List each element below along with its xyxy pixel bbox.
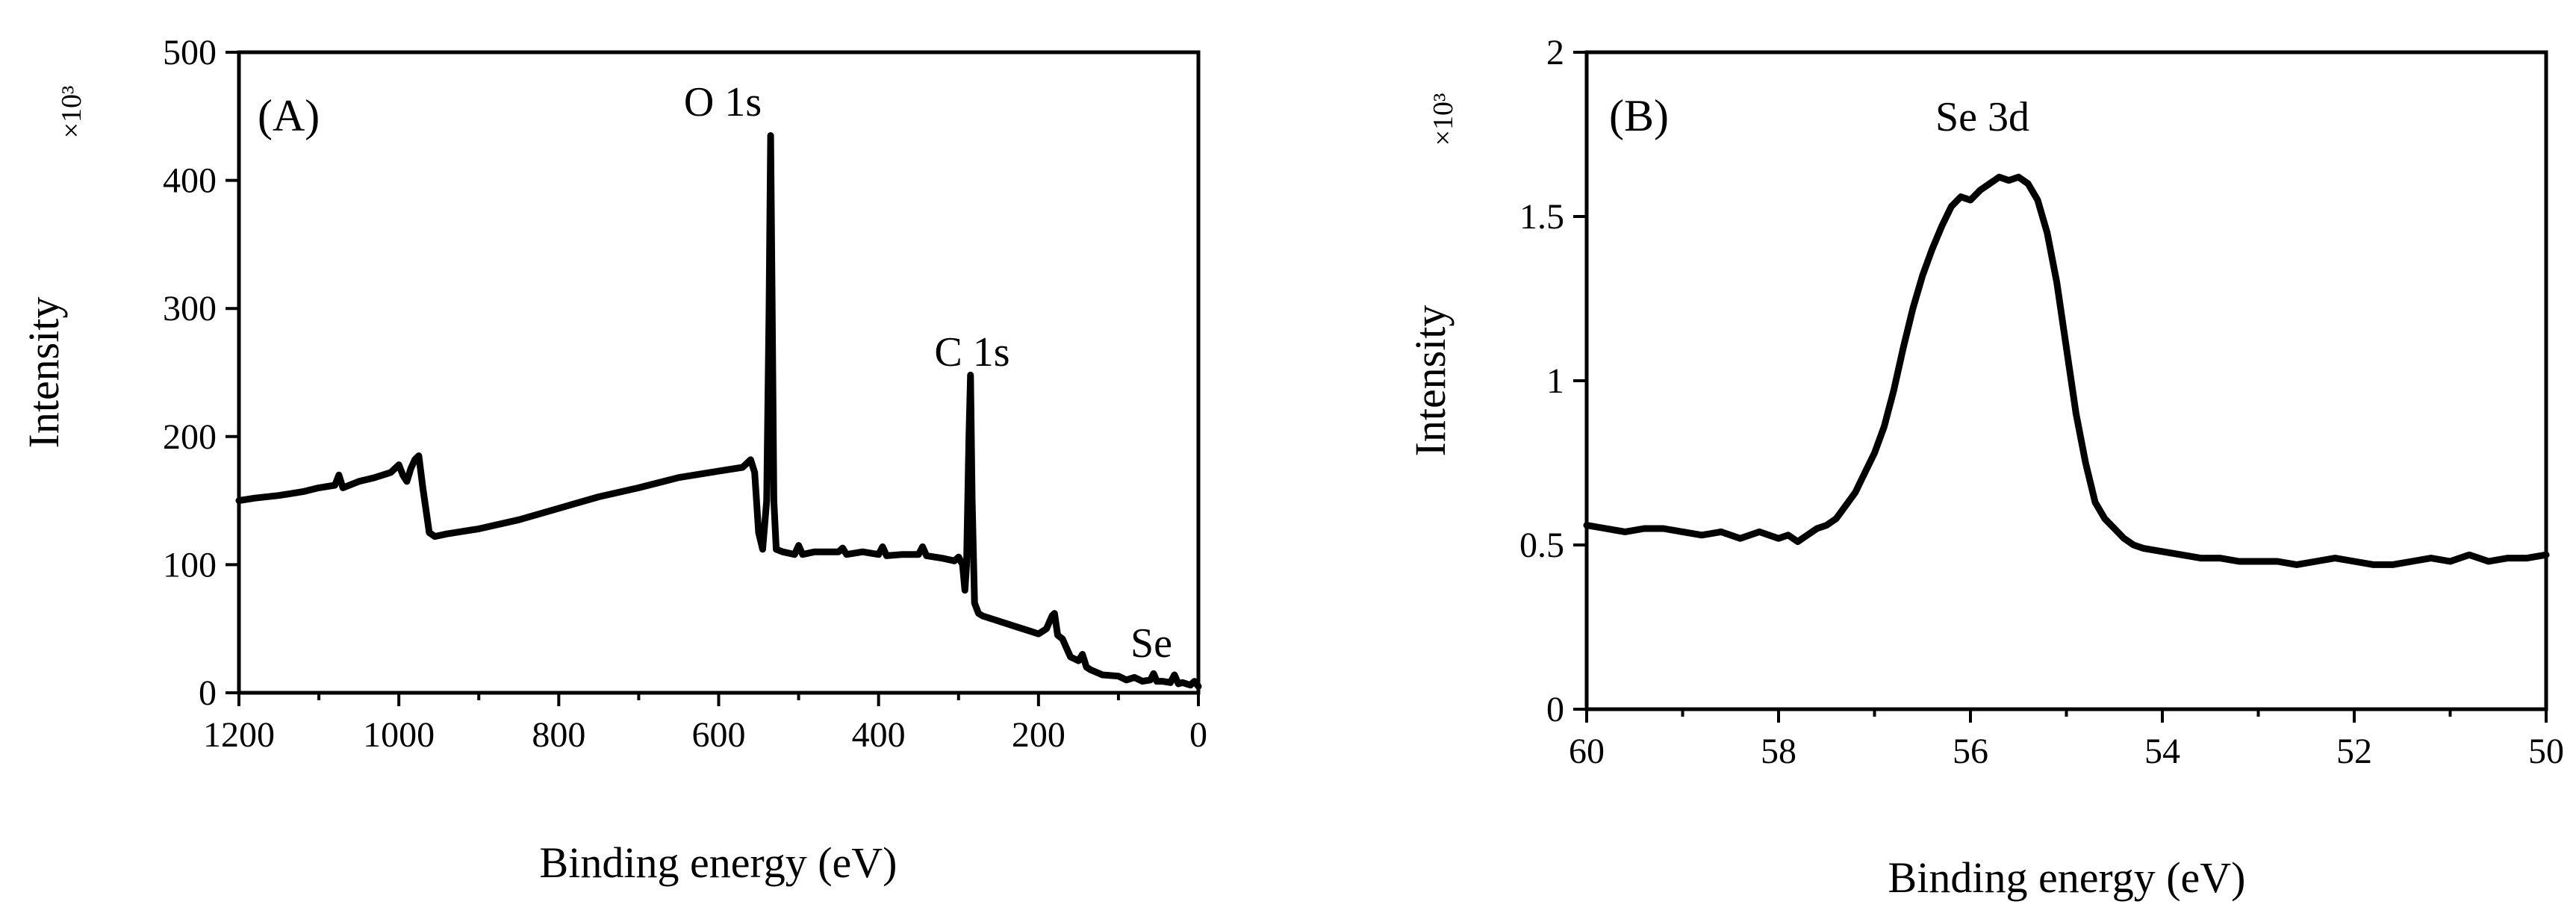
o1s-peak-label: O 1s — [684, 79, 762, 125]
panel-b-y-tick-label: 0 — [1546, 690, 1564, 729]
panel-a-y-tick-label: 300 — [163, 289, 217, 328]
panel-a-x-tick-label: 800 — [532, 715, 585, 755]
panel-a-y-multiplier: ×10³ — [56, 86, 87, 139]
se-peak-label: Se — [1130, 620, 1172, 667]
panel-b-label: (B) — [1609, 91, 1669, 140]
panel-b-y-tick-label: 0.5 — [1519, 526, 1564, 565]
panel-b-ticks: 60 58 56 54 52 50 0 0.5 1 1.5 2 — [1519, 33, 2564, 771]
panel-b-x-tick-label: 60 — [1569, 732, 1605, 771]
se3d-peak-label: Se 3d — [1935, 94, 2029, 140]
panel-a-x-tick-label: 1000 — [363, 715, 435, 755]
panel-b-series-line — [1583, 173, 2550, 568]
panel-a-series-line — [235, 132, 1202, 690]
panel-b-x-axis-title: Binding energy (eV) — [1888, 853, 2246, 902]
panel-a-y-tick-label: 0 — [199, 673, 217, 713]
panel-a-y-tick-label: 500 — [163, 33, 217, 72]
panel-b-x-tick-label: 52 — [2336, 732, 2372, 771]
panel-b-y-tick-label: 1.5 — [1519, 197, 1564, 237]
panel-a-plot-frame — [237, 50, 1201, 695]
panel-a-ticks: 1200 1000 800 600 400 200 0 0 100 200 300 400 500 — [163, 33, 1207, 755]
panel-b-y-axis-title: Intensity — [1406, 305, 1455, 457]
panel-b-y-tick-label: 1 — [1546, 361, 1564, 401]
panel-b-x-tick-label: 54 — [2144, 732, 2180, 771]
panel-b-x-tick-label: 58 — [1761, 732, 1796, 771]
panel-b-x-tick-label: 56 — [1953, 732, 1988, 771]
panel-a-y-axis-title: Intensity — [19, 297, 68, 449]
panel-a-label: (A) — [258, 91, 320, 140]
panel-b-y-multiplier: ×10³ — [1428, 93, 1459, 146]
panel-a-y-tick-label: 200 — [163, 417, 217, 457]
panel-b-y-tick-label: 2 — [1546, 33, 1564, 72]
c1s-peak-label: C 1s — [934, 329, 1009, 376]
panel-b-plot-frame — [1584, 50, 2548, 711]
panel-a-x-axis-title: Binding energy (eV) — [540, 838, 897, 887]
panel-a-x-tick-label: 1200 — [203, 715, 275, 755]
panel-a-y-tick-label: 400 — [163, 161, 217, 201]
panel-a-survey-spectrum: 1200 1000 800 600 400 200 0 0 100 200 300 400 500 (A… — [19, 33, 1207, 887]
panel-b-se3d-spectrum: 60 58 56 54 52 50 0 0.5 1 1.5 2 (B) Se 3d Binding … — [1406, 33, 2564, 902]
panel-a-x-tick-label: 600 — [692, 715, 746, 755]
panel-a-x-tick-label: 0 — [1189, 715, 1207, 755]
panel-a-y-tick-label: 100 — [163, 545, 217, 585]
panel-b-x-tick-label: 50 — [2528, 732, 2564, 771]
panel-a-x-tick-label: 200 — [1012, 715, 1065, 755]
panel-a-x-tick-label: 400 — [852, 715, 906, 755]
